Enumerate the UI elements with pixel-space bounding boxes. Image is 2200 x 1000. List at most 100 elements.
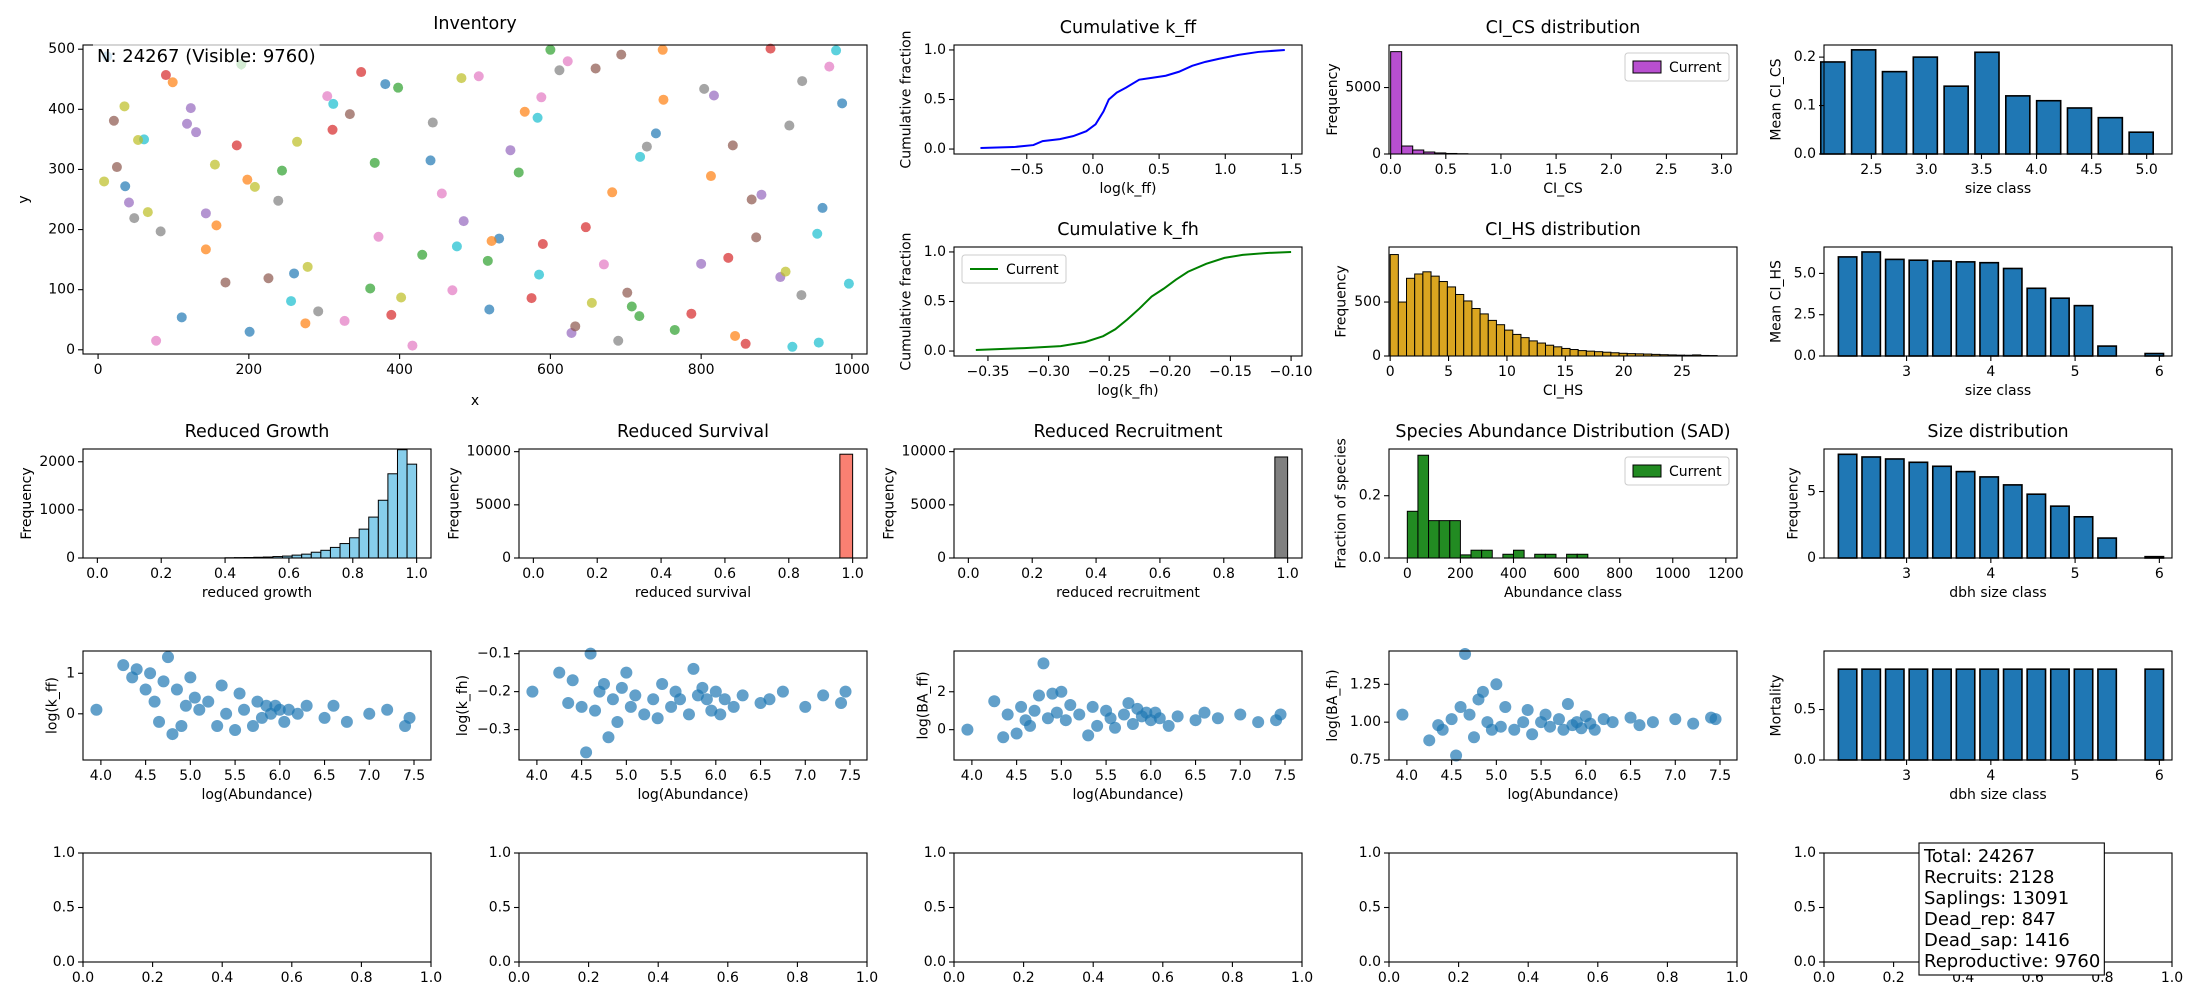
x-tick-label: 7.0 xyxy=(794,768,816,784)
scatter-point xyxy=(562,56,573,67)
scatter-point xyxy=(796,290,807,301)
scatter-point xyxy=(799,700,812,713)
scatter-point xyxy=(289,268,300,279)
scatter-point xyxy=(626,301,637,312)
scatter-point xyxy=(1463,708,1476,721)
scatter-point xyxy=(130,663,143,676)
histogram-bar xyxy=(1512,333,1522,357)
x-tick-label: 0.0 xyxy=(943,970,965,986)
x-tick-label: 0.0 xyxy=(508,970,530,986)
bar xyxy=(1979,476,2000,559)
x-tick-label: 1200 xyxy=(1708,566,1744,582)
y-tick-label: 0.0 xyxy=(1794,348,1816,364)
scatter-point xyxy=(756,189,767,200)
x-tick-label: 7.5 xyxy=(839,768,861,784)
scatter-point xyxy=(553,666,566,679)
bar xyxy=(1908,259,1929,357)
histogram-bar xyxy=(1455,293,1465,357)
scatter-point xyxy=(787,341,798,352)
x-axis-label: log(Abundance) xyxy=(1072,787,1183,803)
scatter-point xyxy=(451,241,462,252)
x-tick-label: 1.5 xyxy=(1280,162,1302,178)
bar xyxy=(1884,668,1905,761)
scatter-point xyxy=(839,685,852,698)
scatter-point xyxy=(817,202,828,213)
scatter-point xyxy=(714,708,727,721)
x-tick-label: 0.2 xyxy=(1447,970,1469,986)
x-tick-label: 6.0 xyxy=(269,768,291,784)
scatter-point xyxy=(473,71,484,82)
y-axis-label: Mean CI_CS xyxy=(1769,58,1785,140)
bar xyxy=(1884,458,1905,559)
chart-title: Inventory xyxy=(433,14,517,34)
bar xyxy=(1884,258,1905,357)
line-series xyxy=(980,48,1285,150)
scatter-point xyxy=(736,689,749,702)
scatter-point xyxy=(616,49,627,60)
scatter-point xyxy=(620,666,633,679)
scatter-point xyxy=(179,699,192,712)
x-tick-label: 10 xyxy=(1498,364,1516,380)
scatter-point xyxy=(251,695,264,708)
scatter-point xyxy=(650,128,661,139)
x-tick-label: 5.0 xyxy=(2136,162,2158,178)
scatter-point xyxy=(396,292,407,303)
scatter-point xyxy=(1588,723,1601,736)
scatter-point xyxy=(161,651,174,664)
scatter-point xyxy=(1050,706,1063,719)
chart-title: Reduced Recruitment xyxy=(1034,422,1223,442)
x-tick-label: 5.5 xyxy=(224,768,246,784)
scatter-point xyxy=(708,90,719,101)
scatter-point xyxy=(302,261,313,272)
scatter-point xyxy=(1046,687,1059,700)
scatter-point xyxy=(1450,749,1463,762)
bar xyxy=(1908,461,1929,559)
bar xyxy=(1979,668,2000,761)
stats-line: Dead_sap: 1416 xyxy=(1924,930,2070,951)
scatter-point xyxy=(519,106,530,117)
y-axis-label: Frequency xyxy=(882,467,898,539)
axes-frame xyxy=(82,852,432,963)
scatter-point xyxy=(292,136,303,147)
legend-box xyxy=(1624,52,1730,82)
x-tick-label: 0.0 xyxy=(1082,162,1104,178)
x-tick-label: 400 xyxy=(386,362,413,378)
scatter-point xyxy=(1041,712,1054,725)
x-axis-label: reduced growth xyxy=(202,585,312,601)
scatter-point xyxy=(784,120,795,131)
x-tick-label: 0 xyxy=(1403,566,1412,582)
x-tick-label: 3.0 xyxy=(1915,162,1937,178)
x-tick-label: 0.0 xyxy=(86,566,108,582)
y-tick-label: 400 xyxy=(48,101,75,117)
scatter-point xyxy=(108,115,119,126)
scatter-point xyxy=(988,695,1001,708)
x-tick-label: 0 xyxy=(94,362,103,378)
scatter-point xyxy=(233,687,246,700)
y-tick-label: 0.0 xyxy=(1794,954,1816,970)
annotation: N: 24267 (Visible: 9760) xyxy=(97,46,316,67)
x-tick-label: −0.10 xyxy=(1270,364,1313,380)
scatter-point xyxy=(1476,685,1489,698)
x-tick-label: 5.5 xyxy=(1530,768,1552,784)
scatter-point xyxy=(286,296,297,307)
scatter-point xyxy=(651,712,664,725)
x-axis-label: CI_CS xyxy=(1543,181,1583,197)
scatter-point xyxy=(1091,719,1104,732)
scatter-point xyxy=(635,151,646,162)
scatter-point xyxy=(1198,706,1211,719)
histogram-bar xyxy=(1553,346,1563,357)
scatter-point xyxy=(242,174,253,185)
y-tick-label: 1.0 xyxy=(53,845,75,861)
chart-title: Size distribution xyxy=(1927,422,2068,442)
scatter-point xyxy=(590,63,601,74)
y-tick-label: 0.5 xyxy=(1359,900,1381,916)
y-tick-label: 1.00 xyxy=(1350,714,1381,730)
scatter-point xyxy=(291,707,304,720)
x-tick-label: 6.5 xyxy=(749,768,771,784)
scatter-point xyxy=(176,312,187,323)
scatter-point xyxy=(622,287,633,298)
x-tick-label: 0.0 xyxy=(1813,970,1835,986)
histogram-bar xyxy=(1481,549,1493,559)
scatter-point xyxy=(699,83,710,94)
